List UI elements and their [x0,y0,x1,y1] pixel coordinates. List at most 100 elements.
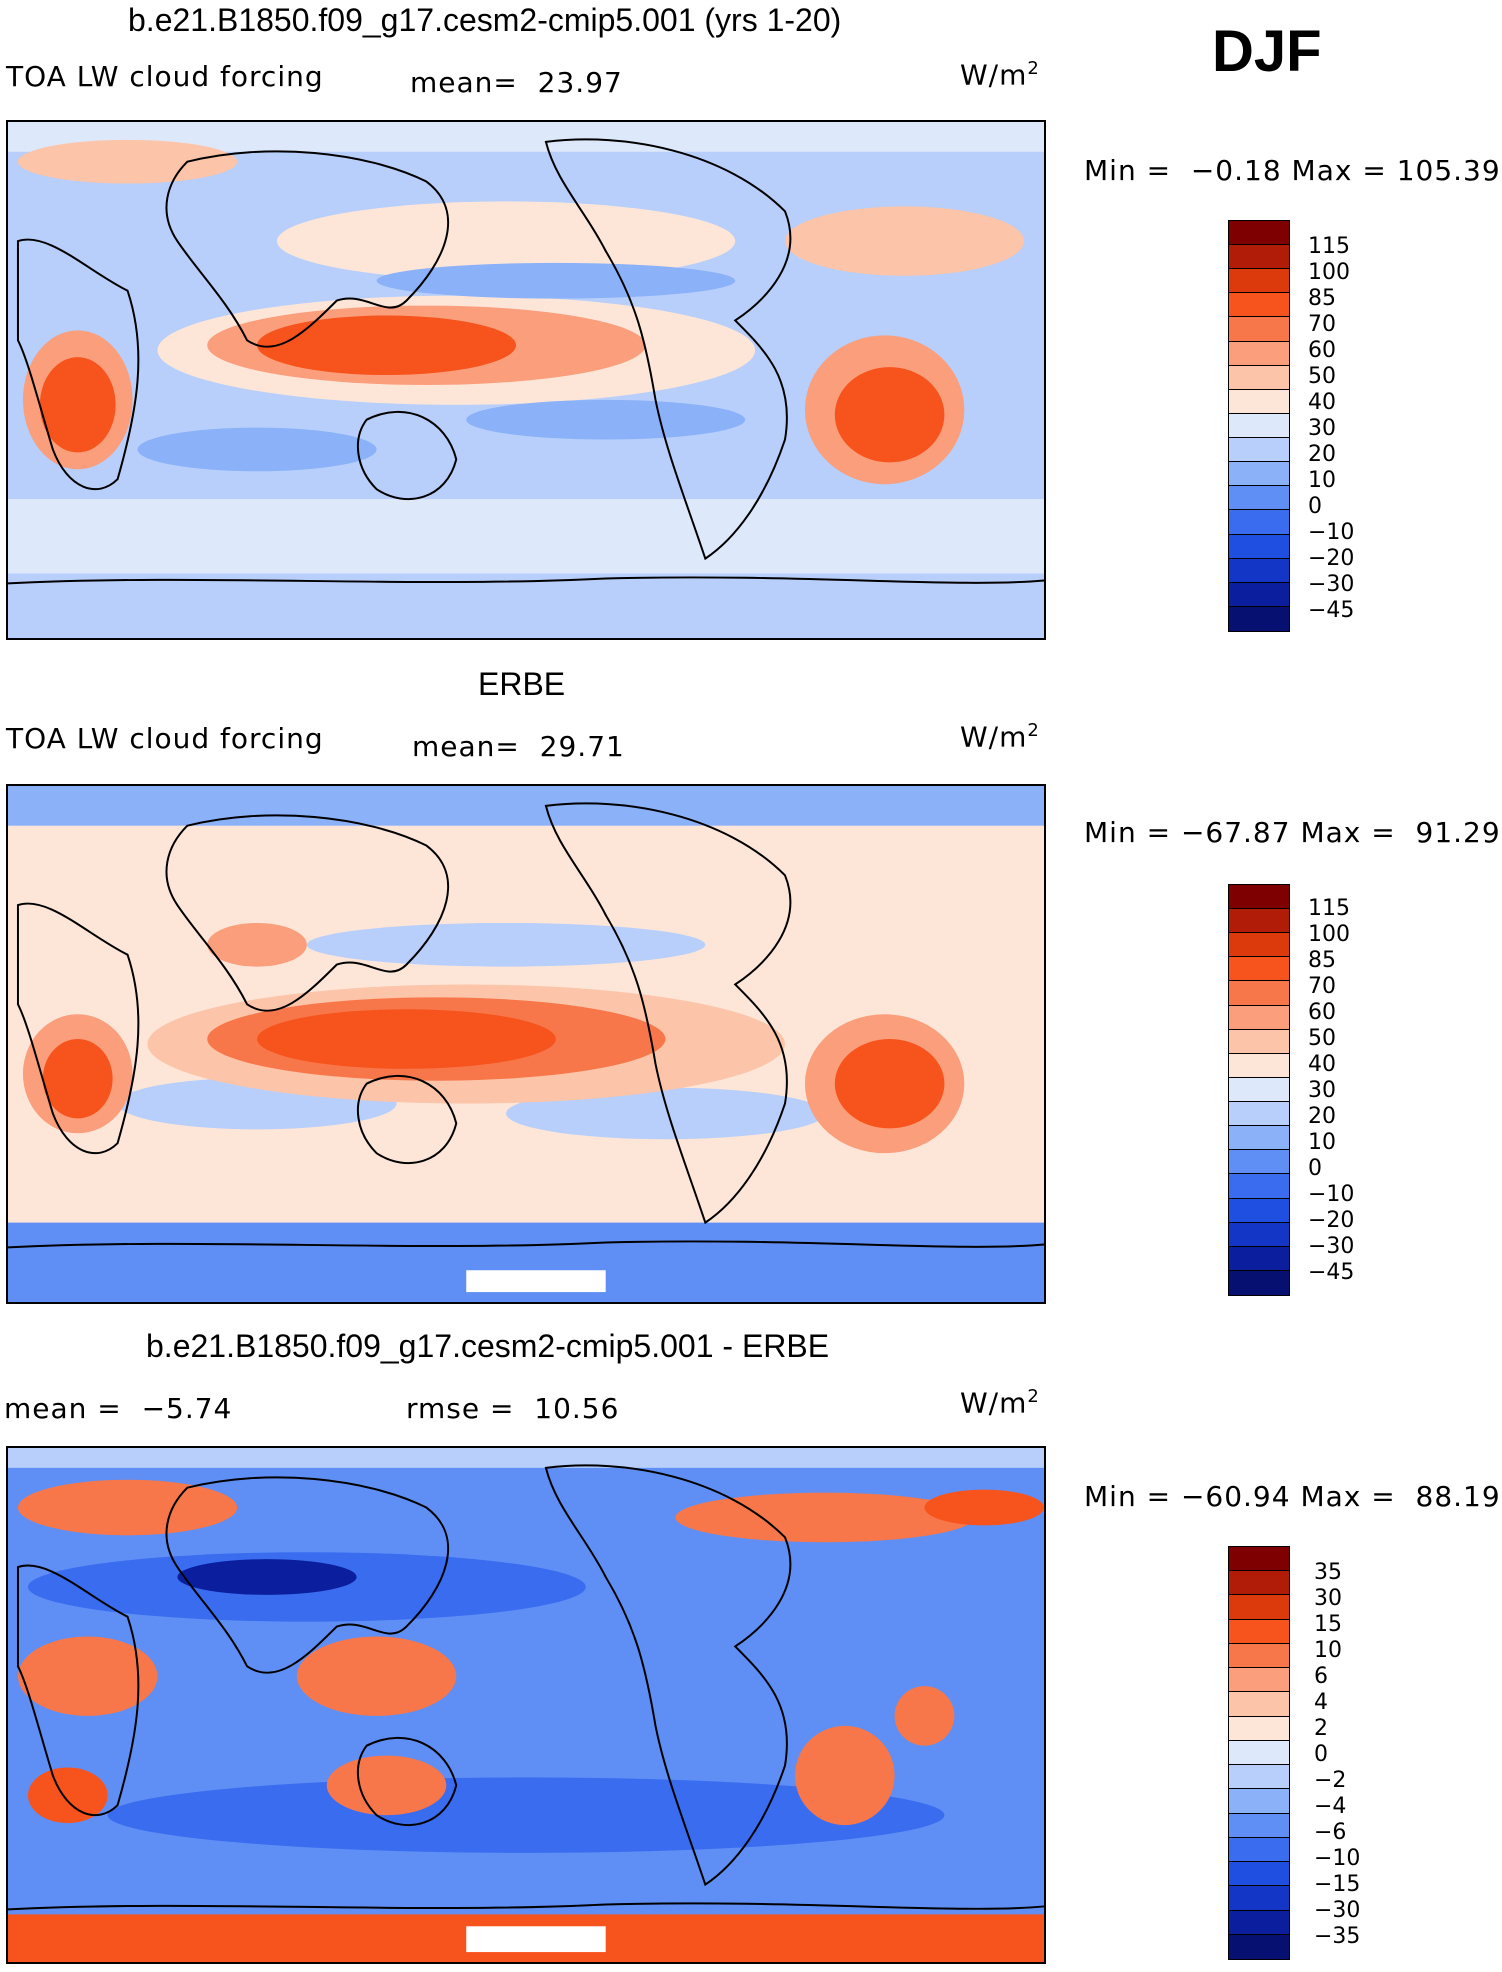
warm-pool-core [257,315,517,376]
panel3-tick-6: 2 [1314,1716,1328,1741]
colorbar-cell [1229,1668,1289,1693]
panel1-tick-9: 10 [1308,468,1336,493]
colorbar-cell [1229,1813,1289,1838]
colorbar-cell [1229,1910,1289,1935]
panel1-units: W/m2 [960,58,1040,91]
colorbar-cell [1229,909,1289,934]
season-label: DJF [1212,19,1322,84]
colorbar-cell [1229,1077,1289,1103]
colorbar-cell [1229,317,1289,342]
colorbar-cell [1229,1246,1289,1271]
colorbar-cell [1229,1862,1289,1887]
colorbar-cell [1229,1886,1289,1911]
panel3-tick-8: −2 [1314,1768,1347,1793]
panel1-mean-label: mean= 23.97 [410,66,623,99]
colorbar-cell [1229,1547,1289,1572]
panel1-map [6,120,1046,640]
panel2-variable-label: TOA LW cloud forcing [6,722,324,755]
units-sup: 2 [1027,720,1040,741]
colorbar-cell [1229,1740,1289,1766]
coastline-africa [16,238,140,491]
panel1-variable-label: TOA LW cloud forcing [6,60,324,93]
colorbar-cell [1229,221,1289,246]
panel2-units: W/m2 [960,720,1040,753]
panel1-tick-2: 85 [1308,286,1336,311]
africa-cloud-core [39,357,116,453]
panel2-tick-0: 115 [1308,896,1350,921]
panel1-title: b.e21.B1850.f09_g17.cesm2-cmip5.001 (yrs… [128,2,842,38]
coastline-australia [356,410,458,500]
panel3-tick-7: 0 [1314,1742,1328,1767]
colorbar-cell [1229,1571,1289,1596]
panel3-colorbar [1228,1546,1290,1960]
panel1-tick-10: 0 [1308,494,1322,519]
colorbar-cell [1229,1643,1289,1669]
natlantic-storm-track [785,206,1025,276]
coastline-antarctica [8,576,1044,585]
colorbar-cell [1229,558,1289,583]
npacific-subtropic-low [306,922,706,967]
colorbar-cell [1229,1837,1289,1863]
panel3-tick-3: 10 [1314,1638,1342,1663]
se-pacific-low [466,399,746,440]
panel1-tick-13: −30 [1308,572,1355,597]
coastline-africa [16,902,140,1155]
colorbar-cell [1229,1692,1289,1717]
colorbar-cell [1229,510,1289,535]
brazil-positive [894,1686,955,1746]
coastline-australia [356,1736,458,1826]
arctic-band [8,786,1044,826]
panel2-map [6,784,1046,1304]
panel1-tick-12: −20 [1308,546,1355,571]
panel2-tick-14: −45 [1308,1260,1355,1285]
colorbar-cell [1229,1053,1289,1078]
panel3-title: b.e21.B1850.f09_g17.cesm2-cmip5.001 - ER… [146,1328,830,1364]
europe-cloud [17,139,238,184]
panel1-tick-4: 60 [1308,338,1336,363]
panel3-tick-13: −30 [1314,1898,1361,1923]
colorbar-cell [1229,1005,1289,1030]
colorbar-cell [1229,957,1289,982]
colorbar-cell [1229,1198,1289,1223]
panel1-tick-3: 70 [1308,312,1336,337]
panel3-colorbar-cells [1229,1547,1289,1959]
colorbar-cell [1229,981,1289,1006]
panel3-mean-label: mean = −5.74 [4,1392,233,1425]
units-text: W/m [960,58,1028,92]
colorbar-cell [1229,1029,1289,1054]
colorbar-cell [1229,462,1289,487]
north-america-positive [675,1492,975,1543]
colorbar-cell [1229,486,1289,511]
panel2-tick-13: −30 [1308,1234,1355,1259]
colorbar-cell [1229,413,1289,439]
colorbar-cell [1229,1174,1289,1199]
colorbar-cell [1229,1270,1289,1295]
panel3-minmax: Min = −60.94 Max = 88.19 [1084,1480,1501,1513]
panel1-tick-11: −10 [1308,520,1355,545]
panel3-rmse-label: rmse = 10.56 [406,1392,620,1425]
panel2-tick-5: 50 [1308,1026,1336,1051]
coastline-antarctica [8,1902,1044,1911]
colorbar-cell [1229,293,1289,318]
colorbar-cell [1229,1934,1289,1959]
panel3-tick-10: −6 [1314,1820,1347,1845]
colorbar-cell [1229,534,1289,559]
japan-negative-core [177,1559,357,1595]
colorbar-cell [1229,1126,1289,1151]
colorbar-cell [1229,1716,1289,1741]
warm-pool-core [257,1009,556,1069]
panel1-minmax: Min = −0.18 Max = 105.39 [1084,154,1501,187]
se-pacific-low [506,1087,825,1140]
africa-positive [17,1636,158,1716]
panel3-tick-4: 6 [1314,1664,1328,1689]
coastline-asia [165,814,450,1012]
colorbar-cell [1229,1222,1289,1247]
panel1-tick-1: 100 [1308,260,1350,285]
colorbar-cell [1229,885,1289,910]
coastline-americas [544,138,792,561]
panel2-tick-6: 40 [1308,1052,1336,1077]
panel3-tick-12: −15 [1314,1872,1361,1897]
africa-cloud-core [42,1039,113,1119]
coastline-americas [544,802,792,1225]
amazon-cloud-core [834,1039,945,1129]
